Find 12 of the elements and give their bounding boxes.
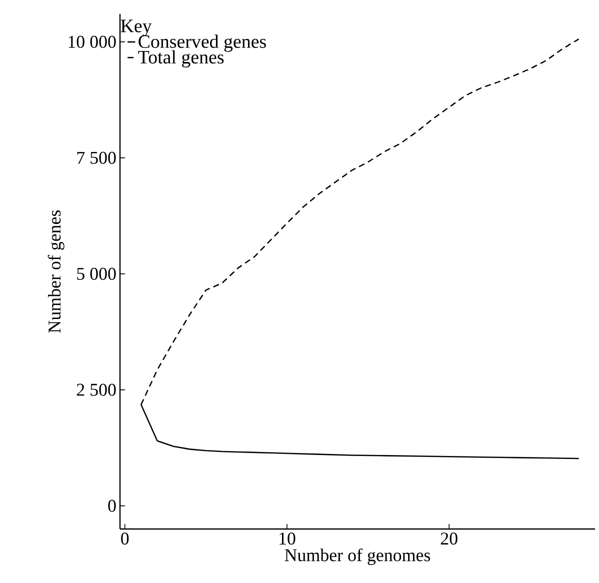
x-tick-label: 10 — [280, 532, 296, 545]
y-tick-label: 2 500 — [76, 384, 116, 396]
y-axis-title: Number of genes — [48, 210, 64, 333]
y-tick-label: 7 500 — [77, 152, 116, 164]
x-tick-label: 20 — [440, 532, 458, 545]
legend-label: Total genes — [138, 50, 224, 68]
legend-title: Key — [120, 20, 152, 36]
y-tick-label: 10 000 — [68, 36, 116, 48]
x-axis-title: Number of genomes — [284, 548, 430, 565]
y-tick-label: 5 000 — [77, 268, 116, 280]
x-tick-label: 0 — [121, 532, 129, 545]
y-tick-label: 0 — [108, 500, 116, 512]
